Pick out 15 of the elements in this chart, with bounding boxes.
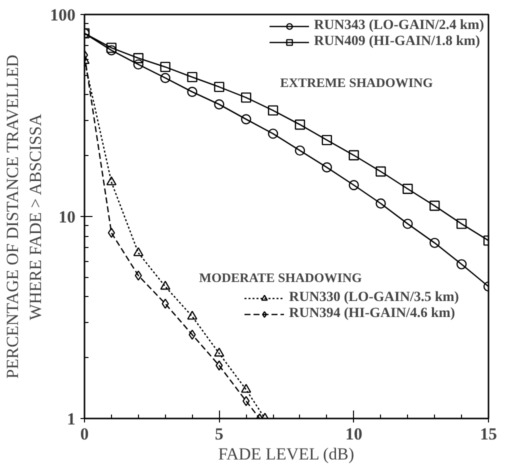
x-tick-label: 10 [345, 424, 362, 444]
legend-label: RUN394 (HI-GAIN/4.6 km) [289, 306, 456, 322]
y-tick-label: 1 [67, 410, 76, 428]
annotation: MODERATE SHADOWING [199, 270, 362, 285]
x-tick-label: 0 [80, 424, 89, 444]
y-axis-title: PERCENTAGE OF DISTANCE TRAVELLED WHERE FADE > ABSCISSA [3, 54, 45, 379]
annotation: EXTREME SHADOWING [280, 75, 433, 90]
legend-label: RUN330 (LO-GAIN/3.5 km) [289, 290, 459, 306]
legend-label: RUN343 (LO-GAIN/2.4 km) [314, 18, 484, 34]
x-tick-label: 5 [214, 424, 224, 444]
y-tick-label: 10 [58, 208, 76, 226]
legend-label: RUN409 (HI-GAIN/1.8 km) [314, 34, 480, 50]
x-tick-label: 15 [480, 424, 497, 444]
x-axis-title: FADE LEVEL (dB) [218, 444, 354, 464]
y-tick-label: 100 [50, 6, 76, 24]
